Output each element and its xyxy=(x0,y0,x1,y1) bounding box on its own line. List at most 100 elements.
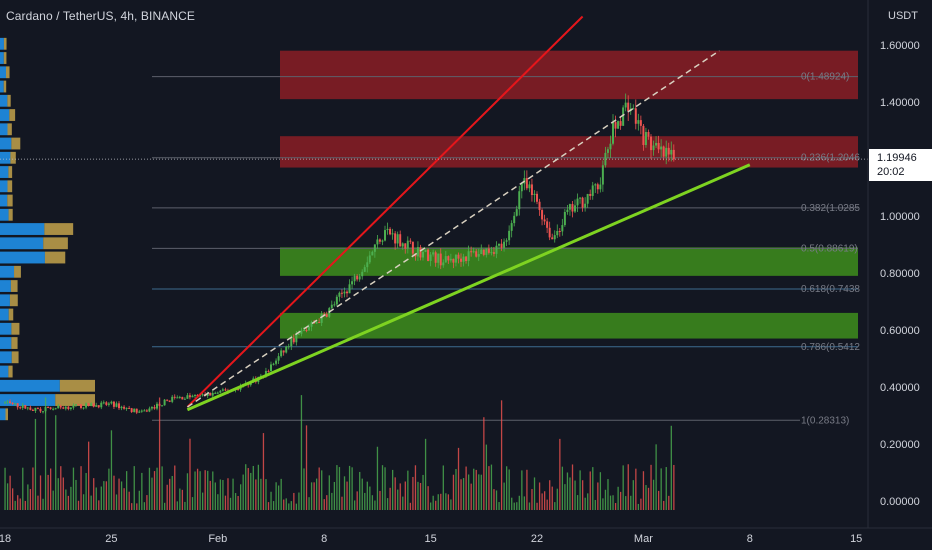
x-tick-label: Feb xyxy=(208,533,227,545)
candle-body xyxy=(343,291,346,294)
candle-body xyxy=(118,403,120,409)
volume-bar xyxy=(133,466,135,510)
candle-body xyxy=(543,219,546,222)
fib-label: 0.382(1.0285 xyxy=(801,203,860,214)
candle-body xyxy=(280,350,283,357)
y-tick-label: 0.00000 xyxy=(880,496,920,508)
vp-bar-down xyxy=(44,223,74,235)
volume-bar xyxy=(569,477,571,510)
volume-bar xyxy=(440,493,442,510)
candle-body xyxy=(513,215,516,224)
candle-body xyxy=(145,410,148,412)
vp-bar-up xyxy=(0,80,4,93)
volume-bar xyxy=(42,498,44,510)
vp-bar-up xyxy=(0,365,9,378)
vp-bar-down xyxy=(55,394,95,406)
candle-body xyxy=(378,239,381,242)
candle-body xyxy=(427,249,430,261)
volume-bar xyxy=(110,430,113,510)
volume-bar xyxy=(123,488,125,510)
volume-bar xyxy=(257,464,260,510)
volume-bar xyxy=(412,476,414,510)
candle-body xyxy=(391,233,394,235)
vp-bar-down xyxy=(44,251,66,264)
candle-body xyxy=(138,411,141,413)
candle-body xyxy=(536,193,538,202)
volume-bar xyxy=(252,465,254,510)
volume-bar xyxy=(62,477,64,510)
candle-body xyxy=(601,165,604,185)
volume-bar xyxy=(622,465,624,510)
candle-body xyxy=(518,191,521,210)
volume-bar xyxy=(435,500,437,510)
volume-bar xyxy=(437,494,439,510)
volume-bar xyxy=(179,488,181,510)
volume-bar xyxy=(409,502,412,510)
volume-bar xyxy=(88,441,90,510)
fib-label: 0.236(1.2046 xyxy=(801,153,860,164)
volume-bar xyxy=(594,499,596,510)
candle-body xyxy=(95,405,98,407)
volume-bar xyxy=(103,481,105,510)
volume-bar xyxy=(343,476,346,510)
candle-body xyxy=(135,408,138,413)
volume-bar xyxy=(579,470,581,510)
candle-body xyxy=(64,406,67,409)
candle-body xyxy=(44,407,47,412)
support-zone-2 xyxy=(280,247,858,276)
vp-bar-up xyxy=(0,408,6,421)
candle-body xyxy=(617,121,620,129)
candle-body xyxy=(655,142,658,146)
candle-body xyxy=(143,410,146,412)
candle-body xyxy=(219,390,222,393)
volume-bar xyxy=(460,479,462,510)
candle-body xyxy=(546,221,549,228)
candle-body xyxy=(59,405,62,408)
candle-body xyxy=(188,395,191,398)
volume-bar xyxy=(346,481,348,510)
candle-body xyxy=(538,201,541,211)
volume-bar xyxy=(498,502,500,510)
candle-body xyxy=(6,401,9,403)
volume-bar xyxy=(72,467,75,510)
volume-bar xyxy=(285,498,287,510)
candle-body xyxy=(401,243,404,247)
volume-bar xyxy=(9,475,11,510)
vp-bar-up xyxy=(0,94,8,107)
fib-label: 0(1.48924) xyxy=(801,72,849,83)
candle-body xyxy=(619,121,622,126)
vp-bar-down xyxy=(14,265,21,278)
volume-bar xyxy=(260,478,262,510)
volume-bar xyxy=(196,468,199,510)
y-tick-label: 1.60000 xyxy=(880,40,920,52)
volume-bar xyxy=(126,471,128,510)
candle-body xyxy=(480,249,483,255)
volume-bar xyxy=(50,468,52,510)
candle-body xyxy=(52,408,55,410)
candle-body xyxy=(206,392,209,397)
candle-body xyxy=(566,209,569,213)
volume-bar xyxy=(6,483,9,510)
candle-body xyxy=(351,281,354,285)
volume-bar xyxy=(359,471,361,510)
candle-body xyxy=(267,370,270,372)
candle-body xyxy=(442,262,445,266)
candle-body xyxy=(92,403,95,407)
candle-body xyxy=(62,407,65,409)
candle-body xyxy=(465,256,468,261)
candle-body xyxy=(4,402,6,404)
volume-bar xyxy=(27,484,29,510)
volume-bar xyxy=(113,475,115,510)
candle-body xyxy=(24,405,27,409)
volume-bar xyxy=(364,492,366,510)
volume-bar xyxy=(138,490,140,510)
candle-body xyxy=(576,198,579,206)
volume-bar xyxy=(597,482,599,510)
candle-body xyxy=(163,399,166,406)
vp-bar-up xyxy=(0,180,8,193)
volume-bar xyxy=(82,494,85,510)
volume-bar xyxy=(19,498,21,510)
volume-bar xyxy=(300,395,303,510)
candle-body xyxy=(452,258,455,263)
